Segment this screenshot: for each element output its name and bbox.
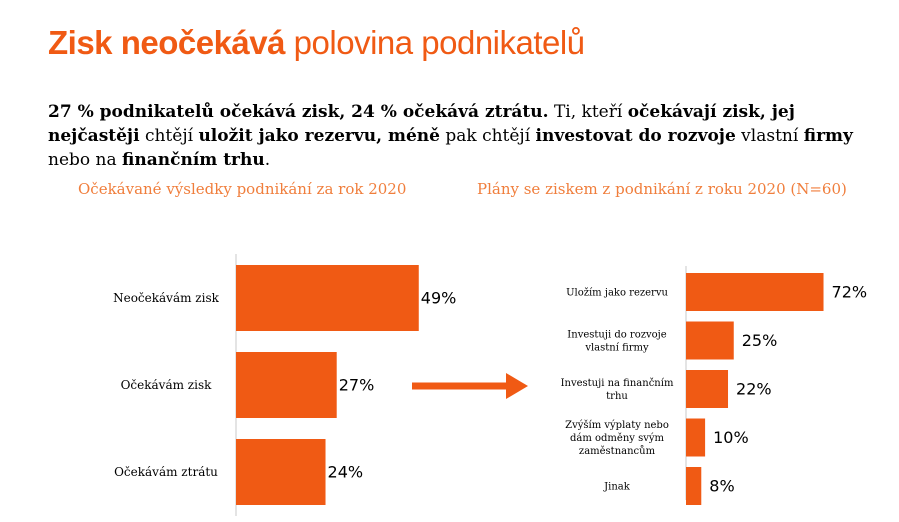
lead-segment: nebo na: [48, 150, 123, 170]
lead-segment: Ti, kteří: [548, 102, 628, 122]
right-chart-title: Plány se ziskem z podnikání z roku 2020 …: [477, 180, 847, 198]
category-label: Neočekávám zisk: [113, 291, 220, 305]
bar: [686, 321, 734, 360]
right-bar-chart: 72% Uložím jako rezervu 25% Investuji do ro…: [561, 266, 868, 505]
bar: [686, 370, 729, 408]
bar: [236, 439, 326, 505]
page-title: Zisk neočekává polovina podnikatelů: [48, 24, 585, 62]
lead-segment: vlastní: [735, 126, 804, 146]
bar: [236, 352, 337, 418]
category-label: Zvýším výplaty nebo: [565, 420, 669, 431]
lead-segment: firmy: [803, 126, 853, 146]
value-label: 10%: [713, 428, 749, 447]
category-label: Očekávám zisk: [121, 378, 213, 392]
lead-segment: pak chtějí: [439, 126, 536, 146]
value-label: 72%: [832, 283, 868, 302]
lead-segment: finančním trhu: [122, 150, 265, 170]
page-title-bold: Zisk neočekává: [48, 24, 286, 61]
lead-segment: 27 % podnikatelů očekává zisk, 24 % oček…: [48, 102, 549, 122]
category-label: Očekávám ztrátu: [114, 465, 218, 479]
lead-paragraph: 27 % podnikatelů očekává zisk, 24 % oček…: [48, 100, 868, 172]
left-bar-chart: 49% Neočekávám zisk 27% Očekávám zisk 24% Oče…: [113, 254, 456, 516]
bar: [686, 273, 824, 311]
value-label: 49%: [421, 289, 457, 308]
bar: [686, 418, 706, 457]
value-label: 8%: [709, 477, 734, 496]
category-label: Uložím jako rezervu: [566, 288, 668, 299]
bar: [236, 265, 419, 331]
value-label: 22%: [736, 380, 772, 399]
value-label: 24%: [328, 463, 364, 482]
lead-segment: investovat do rozvoje: [535, 126, 736, 146]
category-label: Investuji na finančním: [561, 378, 674, 389]
lead-segment: očekávají zisk, jej nejčastěji: [48, 102, 795, 146]
value-label: 25%: [742, 331, 778, 350]
flow-arrow: [412, 373, 528, 399]
lead-segment: chtějí: [139, 126, 199, 146]
page-title-light: polovina podnikatelů: [293, 24, 585, 61]
category-label: dám odměny svým: [570, 433, 665, 444]
category-label: trhu: [606, 391, 628, 402]
bar: [686, 467, 702, 505]
category-label: vlastní firmy: [584, 343, 649, 354]
category-label: Investuji do rozvoje: [567, 330, 666, 341]
category-label: Jinak: [603, 482, 631, 493]
value-label: 27%: [339, 376, 375, 395]
lead-segment: uložit jako rezervu, méně: [198, 126, 440, 146]
category-label: zaměstnancům: [579, 445, 656, 457]
lead-segment: .: [264, 150, 271, 170]
left-chart-title: Očekávané výsledky podnikání za rok 2020: [78, 180, 407, 198]
